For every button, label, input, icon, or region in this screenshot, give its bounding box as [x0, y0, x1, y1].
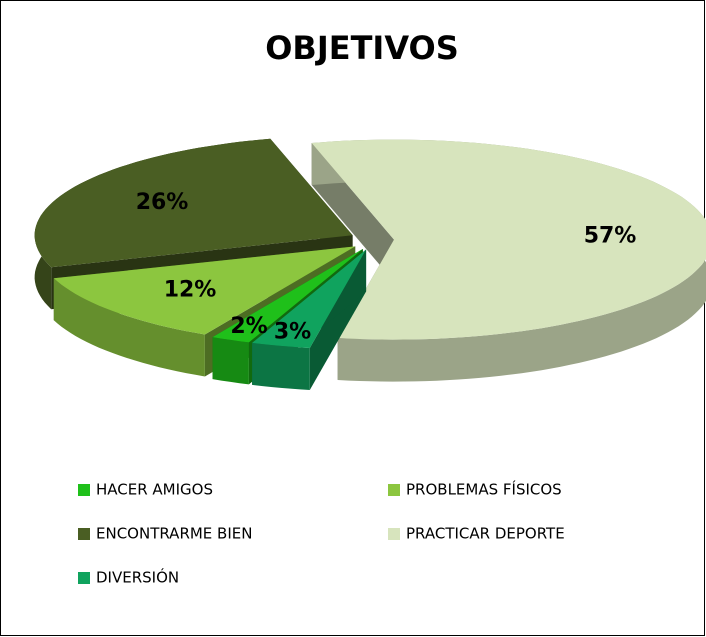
legend-label: PROBLEMAS FÍSICOS — [406, 480, 562, 499]
value-label: 26% — [136, 190, 189, 215]
value-label: 3% — [274, 319, 311, 344]
slice — [252, 249, 367, 348]
value-label: 12% — [164, 277, 217, 302]
value-label: 57% — [584, 224, 637, 249]
legend-swatch — [388, 484, 400, 496]
slice — [311, 139, 706, 340]
slice-side — [212, 337, 249, 385]
legend-label: PRACTICAR DEPORTE — [406, 525, 565, 543]
slice — [212, 249, 363, 343]
slice-side — [53, 278, 205, 377]
value-label: 2% — [230, 314, 267, 339]
slice-side — [252, 342, 310, 390]
legend-swatch — [78, 484, 90, 496]
slice — [53, 246, 356, 335]
legend-swatch — [388, 528, 400, 540]
chart-title: OBJETIVOS — [265, 29, 459, 67]
legend-swatch — [78, 572, 90, 584]
legend-label: DIVERSIÓN — [96, 568, 179, 587]
slice — [34, 138, 353, 268]
legend-label: ENCONTRARME BIEN — [96, 525, 252, 543]
legend-label: HACER AMIGOS — [96, 481, 213, 499]
legend-swatch — [78, 528, 90, 540]
